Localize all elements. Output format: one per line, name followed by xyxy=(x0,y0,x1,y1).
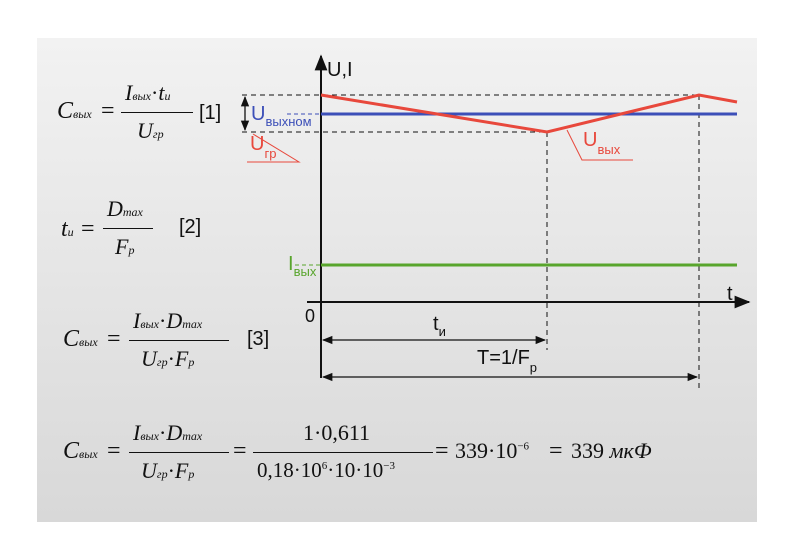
f1-tag: [1] xyxy=(199,102,222,124)
f1-denominator: Uгр xyxy=(137,118,164,143)
timing-diagram: U,I t 0 Uвыхном Uгр Uвых Iвых tи xyxy=(240,54,751,388)
f2-numerator: Dmax xyxy=(107,196,143,221)
f3-numerator: Iвых·Dmax xyxy=(133,308,203,333)
f4-result-uf: 339 мкФ xyxy=(571,438,652,463)
f4-numerator: Iвых·Dmax xyxy=(133,420,203,445)
axis-y-label: U,I xyxy=(327,59,353,81)
label-u-nom: Uвыхном xyxy=(251,103,312,129)
f2-lhs: tи xyxy=(61,216,74,242)
f3-lhs: Cвых xyxy=(63,326,98,352)
f1-lhs: Cвых xyxy=(57,98,92,124)
label-i-out: Iвых xyxy=(288,253,317,279)
f4-numeric-denominator: 0,18·106·10·10−3 xyxy=(257,458,395,482)
slide-background: Cвых = Iвых·tи Uгр [1] tи = Dmax Fр [2] … xyxy=(37,38,757,522)
f4-denominator: Uгр·Fр xyxy=(141,458,195,483)
label-u-out: Uвых xyxy=(566,129,633,161)
label-period: T=1/Fр xyxy=(477,347,537,375)
f4-lhs: Cвых xyxy=(63,438,98,464)
f3-denominator: Uгр·Fр xyxy=(141,346,195,371)
f4-result-exp: 339·10−6 xyxy=(455,438,530,463)
origin-label: 0 xyxy=(305,306,315,326)
f2-denominator: Fр xyxy=(115,234,135,259)
label-u-gr: Uгр xyxy=(247,133,301,163)
u-out-waveform xyxy=(320,93,738,134)
axis-x-label: t xyxy=(727,283,733,305)
svg-text:Uгр: Uгр xyxy=(250,133,276,161)
svg-text:Uвых: Uвых xyxy=(583,129,621,157)
f3-tag: [3] xyxy=(247,328,270,350)
label-t-i: tи xyxy=(433,313,446,339)
f1-numerator: Iвых·tи xyxy=(125,80,171,105)
f2-tag: [2] xyxy=(179,216,202,238)
f4-numeric-numerator: 1·0,611 xyxy=(303,420,371,445)
